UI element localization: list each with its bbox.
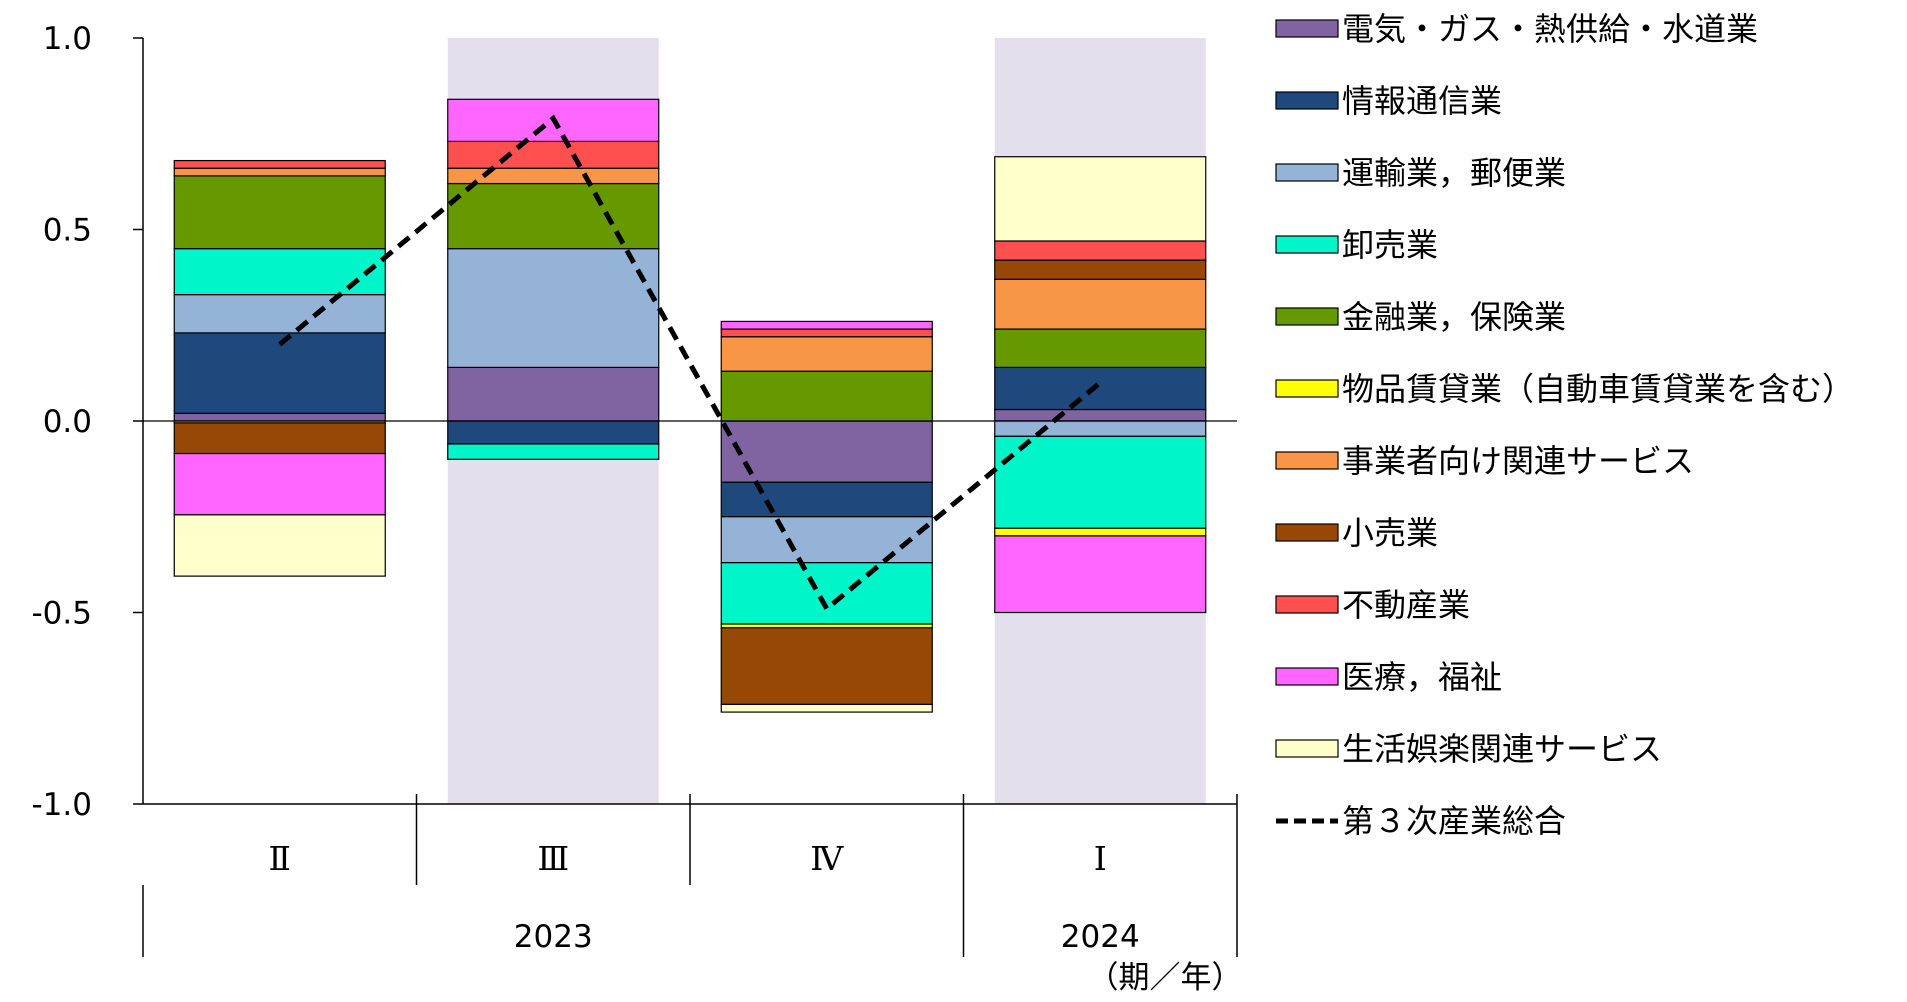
legend-swatch-4 [1275, 307, 1339, 326]
y-tick-label-2: 0.0 [43, 404, 92, 440]
legend-swatch-10 [1275, 739, 1339, 758]
y-tick-label-0: 1.0 [43, 21, 92, 57]
bar-segment-8-3 [994, 240, 1207, 261]
legend: 電気・ガス・熱供給・水道業情報通信業運輸業，郵便業卸売業金融業，保険業物品賃貸業… [1275, 10, 1854, 840]
bar-segment-6-2 [720, 336, 933, 372]
y-tick-label-1: 0.5 [43, 213, 92, 249]
bar-segment-10-2 [720, 703, 933, 713]
bar-segment-1-2 [720, 481, 933, 518]
bar-segment-5-3 [994, 527, 1207, 537]
bar-segment-2-3 [994, 420, 1207, 437]
legend-swatch-0 [1275, 19, 1339, 38]
line-layer [278, 114, 1102, 613]
bar-segment-8-2 [720, 328, 933, 338]
bar-segment-10-3 [994, 156, 1207, 242]
legend-label-8: 不動産業 [1342, 586, 1470, 624]
bar-segment-7-2 [720, 627, 933, 706]
category-label-1: Ⅲ [537, 839, 569, 878]
legend-label-9: 医療，福祉 [1342, 658, 1502, 696]
legend-label-5: 物品賃貸業（自動車賃貸業を含む） [1342, 370, 1854, 408]
bar-layer [173, 98, 1207, 713]
y-tick-label-3: -0.5 [32, 596, 93, 632]
y-tick-label-4: -1.0 [32, 787, 93, 823]
bar-segment-6-0 [173, 167, 386, 177]
category-label-2: Ⅳ [810, 839, 844, 878]
bar-segment-8-1 [447, 140, 660, 169]
bar-segment-2-1 [447, 248, 660, 368]
bar-segment-3-2 [720, 562, 933, 625]
bar-segment-7-0 [173, 422, 386, 455]
legend-swatch-7 [1275, 523, 1339, 542]
legend-swatch-5 [1275, 379, 1339, 398]
bar-segment-4-3 [994, 328, 1207, 368]
legend-label-2: 運輸業，郵便業 [1342, 154, 1566, 192]
bar-segment-1-3 [994, 366, 1207, 411]
legend-label-10: 生活娯楽関連サービス [1342, 730, 1662, 768]
bar-segment-8-0 [173, 159, 386, 169]
bar-segment-4-1 [447, 182, 660, 250]
x-unit-label: （期／年） [1088, 960, 1243, 996]
bar-segment-0-3 [994, 408, 1207, 422]
bar-segment-6-3 [994, 278, 1207, 330]
year-label-0: 2023 [514, 919, 593, 955]
legend-swatch-9 [1275, 667, 1339, 686]
bar-segment-9-0 [173, 452, 386, 516]
legend-swatch-8 [1275, 595, 1339, 614]
bar-segment-0-1 [447, 366, 660, 422]
bar-segment-4-2 [720, 370, 933, 422]
legend-label-6: 事業者向け関連サービス [1342, 442, 1694, 480]
legend-swatch-1 [1275, 91, 1339, 110]
year-label-1: 2024 [1061, 919, 1140, 955]
legend-swatch-2 [1275, 163, 1339, 182]
bar-segment-4-0 [173, 175, 386, 250]
legend-label-4: 金融業，保険業 [1342, 298, 1566, 336]
category-label-3: Ⅰ [1094, 839, 1107, 878]
bar-segment-6-1 [447, 167, 660, 185]
bar-segment-3-3 [994, 435, 1207, 529]
legend-swatch-3 [1275, 235, 1339, 254]
bar-segment-10-0 [173, 514, 386, 577]
legend-label-0: 電気・ガス・熱供給・水道業 [1342, 10, 1758, 48]
bar-segment-7-3 [994, 259, 1207, 280]
legend-label-1: 情報通信業 [1342, 82, 1502, 120]
bar-segment-2-0 [173, 294, 386, 334]
legend-swatch-6 [1275, 451, 1339, 470]
legend-label-3: 卸売業 [1342, 226, 1438, 264]
bar-segment-3-1 [447, 443, 660, 460]
bar-segment-0-2 [720, 420, 933, 483]
bar-segment-0-0 [173, 412, 386, 422]
bar-segment-1-0 [173, 332, 386, 414]
total-series-line [278, 114, 1102, 613]
bar-segment-9-3 [994, 535, 1207, 614]
legend-label-7: 小売業 [1342, 514, 1438, 552]
category-label-0: Ⅱ [269, 839, 291, 878]
bar-segment-3-0 [173, 248, 386, 296]
bar-segment-9-2 [720, 320, 933, 330]
bar-segment-2-2 [720, 516, 933, 564]
legend-label-total: 第３次産業総合 [1342, 802, 1566, 840]
axis-layer: 1.0 0.5 0.0 -0.5 -1.0 Ⅱ Ⅲ Ⅳ Ⅰ 2023 2024 （期／年） [32, 21, 1243, 996]
bar-segment-1-1 [447, 420, 660, 445]
